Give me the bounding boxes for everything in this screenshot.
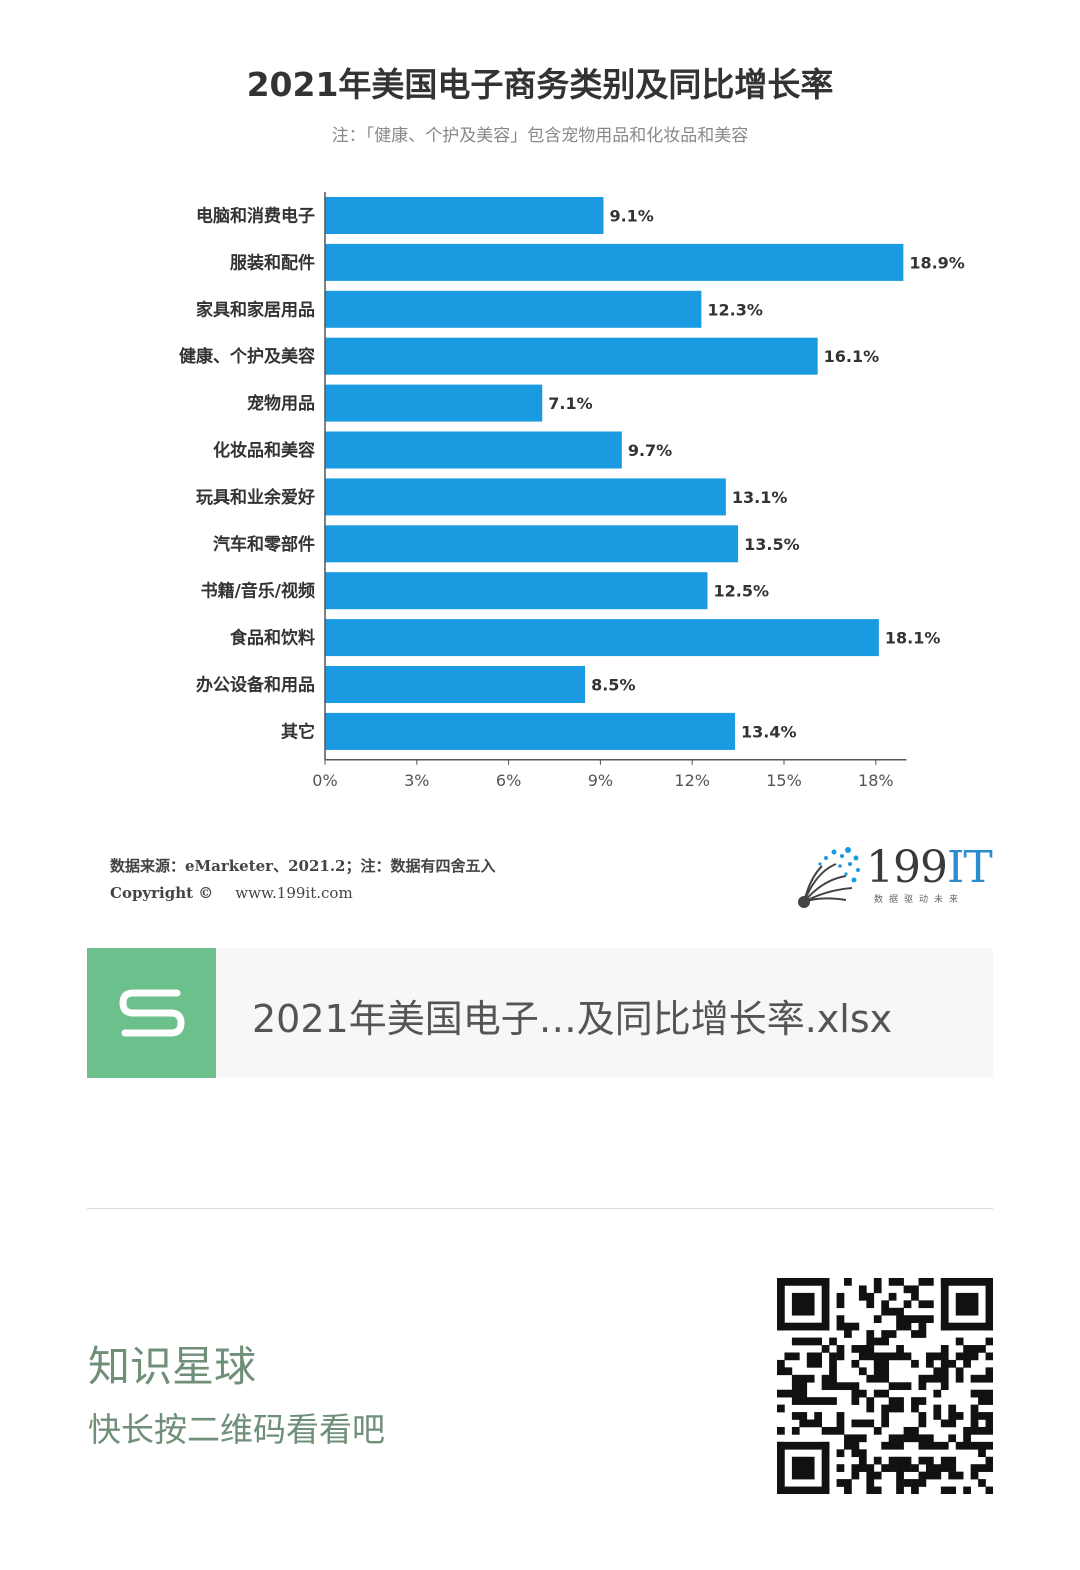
dandelion-logo-icon — [798, 847, 860, 908]
logo-tagline: 数据驱动未来 — [874, 895, 965, 905]
category-label: 家具和家居用品 — [196, 299, 315, 320]
x-tick-label: 6% — [496, 771, 521, 790]
category-label: 办公设备和用品 — [196, 675, 315, 696]
x-tick-label: 0% — [312, 771, 337, 790]
category-label: 书籍/音乐/视频 — [201, 581, 315, 602]
data-label: 7.1% — [548, 394, 592, 413]
x-tick-label: 15% — [766, 771, 802, 790]
category-label: 健康、个护及美容 — [179, 346, 315, 367]
data-label: 12.5% — [714, 582, 770, 601]
bar — [325, 197, 604, 234]
category-label: 服装和配件 — [230, 252, 315, 273]
spreadsheet-s-icon — [87, 948, 216, 1078]
x-tick-label: 12% — [674, 771, 710, 790]
x-tick-label: 9% — [588, 771, 613, 790]
bar — [325, 384, 543, 422]
bar — [325, 525, 739, 563]
category-label: 化妆品和美容 — [213, 440, 315, 461]
category-label: 宠物用品 — [247, 393, 315, 414]
promo-subtitle: 快长按二维码看看吧 — [88, 1410, 385, 1449]
bar — [325, 666, 586, 703]
logo-wordmark: 199IT — [866, 842, 993, 893]
data-label: 12.3% — [707, 300, 763, 319]
brand-logo: 199IT 数据驱动未来 — [796, 842, 993, 912]
x-tick-label: 18% — [858, 771, 894, 790]
category-label: 其它 — [281, 721, 315, 742]
data-source: 数据来源：eMarketer、2021.2；注：数据有四舍五入 — [110, 857, 496, 875]
section-divider — [87, 1208, 993, 1209]
data-label: 18.1% — [885, 629, 941, 648]
copyright-url[interactable]: www.199it.com — [235, 884, 353, 902]
copyright-line: Copyright © www.199it.com — [110, 884, 353, 902]
data-label: 18.9% — [909, 253, 965, 272]
data-label: 8.5% — [591, 676, 635, 695]
bar — [325, 619, 879, 657]
copyright-label: Copyright © — [110, 884, 214, 902]
data-label: 13.4% — [741, 722, 797, 741]
bar — [325, 337, 818, 375]
file-attachment-card[interactable]: 2021年美国电子…及同比增长率.xlsx — [87, 948, 993, 1078]
category-label: 电脑和消费电子 — [196, 206, 315, 227]
data-label: 9.1% — [609, 207, 653, 226]
promo-title: 知识星球 — [88, 1342, 257, 1391]
bar — [325, 290, 702, 328]
file-name: 2021年美国电子…及同比增长率.xlsx — [252, 997, 893, 1041]
data-label: 13.1% — [732, 488, 788, 507]
chart-title: 2021年美国电子商务类别及同比增长率 — [246, 65, 834, 104]
bar — [325, 243, 904, 281]
category-label: 食品和饮料 — [230, 628, 315, 649]
qr-code-icon[interactable] — [777, 1278, 993, 1494]
bar — [325, 431, 622, 469]
bar — [325, 572, 708, 610]
category-label: 汽车和零部件 — [213, 534, 315, 555]
data-label: 9.7% — [628, 441, 672, 460]
x-tick-label: 3% — [404, 771, 429, 790]
chart-subtitle: 注：「健康、个护及美容」包含宠物用品和化妆品和美容 — [331, 126, 749, 146]
data-label: 16.1% — [824, 347, 880, 366]
bar — [325, 712, 736, 750]
bar-chart: 电脑和消费电子 9.1% 服装和配件 18.9% 家具和家居用品 12.3% 健康、个护及美… — [179, 192, 965, 790]
category-label: 玩具和业余爱好 — [196, 487, 315, 508]
bar — [325, 478, 726, 516]
data-label: 13.5% — [744, 535, 800, 554]
